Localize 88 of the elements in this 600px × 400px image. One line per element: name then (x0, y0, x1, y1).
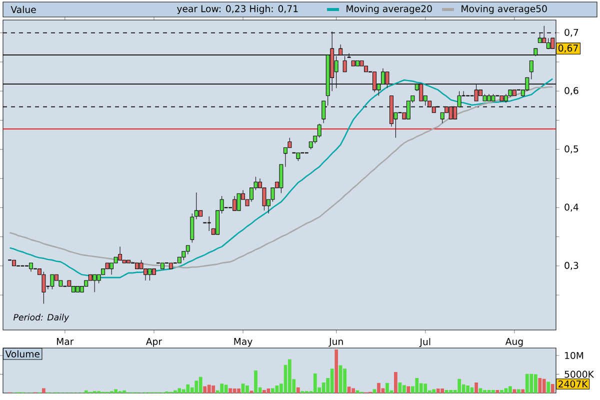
y-tick-label: 10M (565, 352, 584, 360)
bar (228, 388, 232, 393)
bar (474, 382, 478, 393)
y-tick-label: 0,4 (564, 204, 578, 212)
bar (271, 388, 274, 393)
y-tick-label: 0,6 (564, 87, 578, 96)
bar (458, 378, 462, 393)
bar (542, 378, 546, 393)
bar (398, 382, 402, 393)
text: 0,67 (558, 44, 578, 53)
bar (466, 386, 470, 393)
x-tick-label: May (234, 338, 252, 347)
bar (440, 388, 444, 393)
candlestick (42, 271, 46, 304)
bar (449, 390, 453, 393)
bar (338, 365, 342, 393)
bar (492, 390, 495, 393)
bar (330, 368, 334, 393)
x-tick-label: Aug (505, 338, 523, 347)
bar (224, 384, 228, 393)
bar (424, 384, 428, 393)
candlestick (279, 164, 284, 194)
chart-title: Volume (5, 350, 40, 358)
bar (313, 374, 317, 393)
x-tick-label: Jul (419, 338, 430, 348)
bar (198, 376, 202, 393)
bar (114, 389, 118, 393)
bar (254, 370, 258, 393)
candlestick (194, 192, 198, 220)
y-tick-label: 0,5 (564, 145, 578, 154)
bar (84, 390, 88, 393)
bar (534, 374, 538, 393)
candlestick (232, 196, 237, 211)
text: 2407K (558, 380, 588, 388)
candlestick (148, 268, 152, 281)
candlestick (92, 274, 97, 292)
candlestick (236, 193, 241, 211)
candlestick (529, 60, 534, 80)
bar (122, 390, 126, 393)
bar (483, 390, 486, 393)
bar (516, 389, 520, 393)
candlestick (118, 246, 122, 260)
legend-label: Moving average20 (346, 4, 432, 14)
bar (352, 388, 355, 393)
bar (402, 385, 406, 393)
y-tick-label: 0,3 (564, 262, 578, 270)
bar (347, 386, 351, 393)
x-tick-label: Jun (328, 338, 343, 347)
legend-title: Value (10, 6, 36, 14)
bar (500, 390, 504, 393)
bar (241, 384, 245, 393)
candlestick (190, 213, 194, 243)
x-tick-label: Mar (57, 338, 74, 345)
bar (546, 382, 550, 393)
bar (521, 389, 525, 393)
bar (288, 359, 292, 393)
bar (212, 386, 216, 393)
bar (220, 384, 224, 393)
bar (508, 386, 512, 393)
bar (415, 378, 419, 393)
bar (42, 388, 46, 393)
x-tick-label: Apr (146, 338, 162, 347)
bar (525, 374, 529, 393)
y-tick-label: 5000K (564, 370, 594, 378)
bar (178, 388, 182, 393)
bar (406, 386, 410, 393)
chart-subtitle: year Low: 0,23 High: 0,71 (176, 4, 298, 14)
bar (296, 387, 300, 393)
bar (207, 384, 211, 393)
candlestick (206, 216, 212, 232)
bar (194, 380, 198, 393)
bar (386, 382, 389, 393)
y-tick-label: 0,7 (564, 28, 578, 37)
candlestick (50, 274, 54, 290)
bar (237, 388, 240, 393)
legend-label: Moving average50 (462, 4, 547, 14)
bar (262, 390, 266, 393)
bar (246, 386, 249, 393)
bar (550, 384, 554, 393)
bar (436, 388, 440, 393)
bar (203, 386, 207, 393)
bar (377, 382, 380, 393)
candlestick (317, 123, 322, 138)
bar (530, 374, 534, 393)
annotation: Period: Daily (13, 314, 70, 322)
bar (173, 390, 177, 393)
bar (343, 368, 347, 393)
bar (432, 389, 436, 393)
